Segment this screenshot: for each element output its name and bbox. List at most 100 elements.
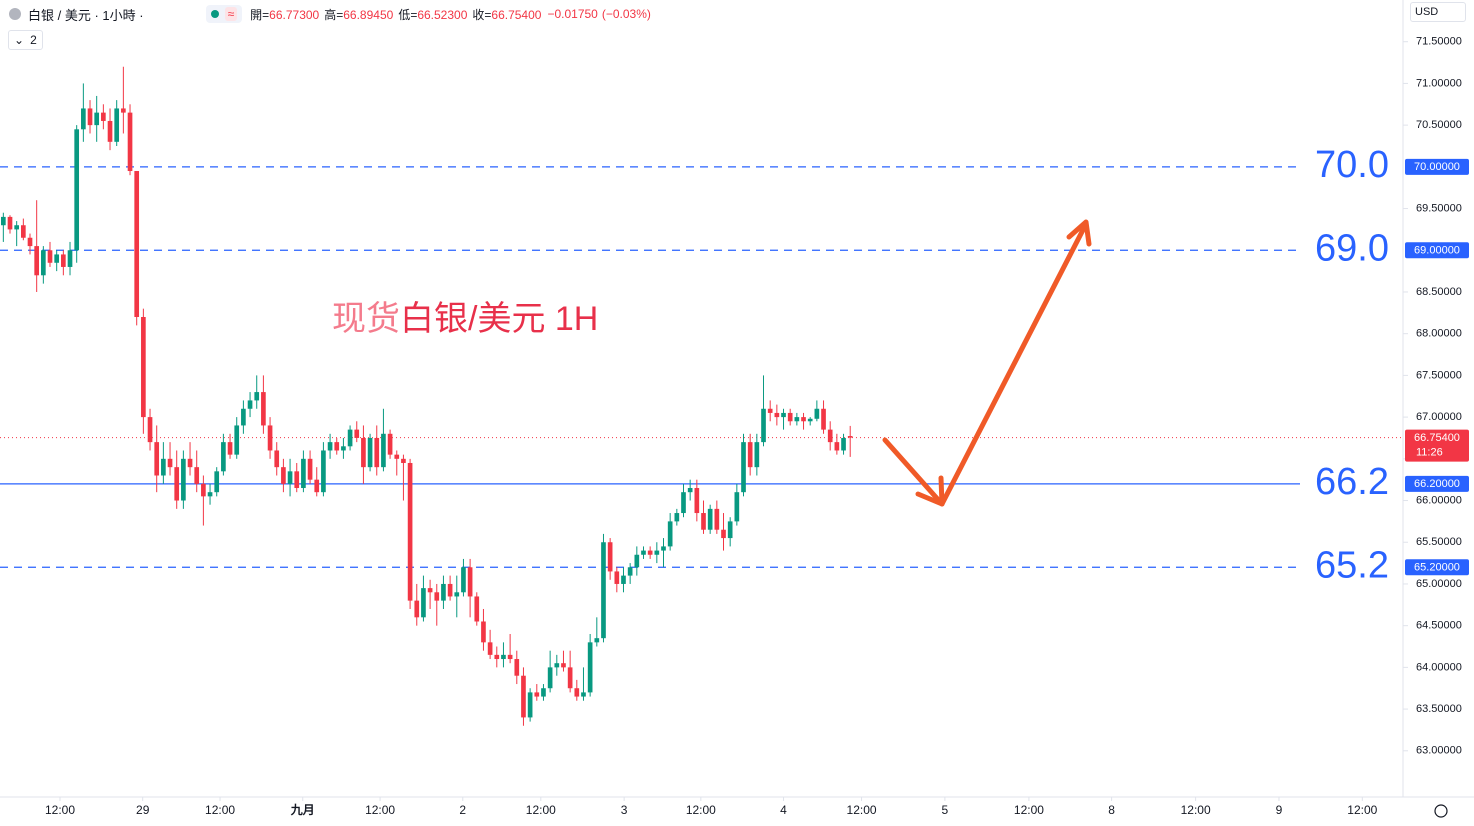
- candle-body: [501, 654, 506, 660]
- candle-body: [847, 436, 853, 438]
- candle-body: [734, 492, 740, 522]
- candle-body: [621, 575, 626, 584]
- levels: 70.0 69.0 66.2 65.2: [0, 144, 1403, 586]
- candle-body: [61, 254, 66, 267]
- candle-body: [261, 392, 266, 426]
- last-price-box: [1405, 429, 1469, 462]
- candle-body: [601, 542, 606, 639]
- candle-body: [181, 458, 186, 501]
- symbol[interactable]: 白银 / 美元 · 1小時 ·: [28, 7, 144, 23]
- candle-body: [247, 400, 253, 409]
- candle-body: [741, 442, 746, 493]
- y-tick-label: 70.50000: [1416, 119, 1462, 131]
- candle-body: [547, 667, 553, 689]
- ohlc-item: 開=66.77300: [250, 6, 319, 23]
- candle-body: [667, 521, 673, 547]
- annotation: 白银/美元 1H: [400, 300, 598, 338]
- candle-body: [747, 442, 753, 468]
- candle-body: [87, 108, 93, 126]
- candle-body: [214, 471, 220, 493]
- candle-body: [34, 246, 40, 276]
- candle-body: [821, 408, 826, 430]
- candle-body: [641, 550, 646, 555]
- y-tick-label: 67.50000: [1416, 369, 1462, 381]
- candle-body: [481, 621, 486, 643]
- arrow-path: [882, 221, 1089, 507]
- currency-select[interactable]: USD: [1410, 2, 1466, 22]
- candle-body: [254, 392, 260, 401]
- candle-body: [761, 408, 766, 443]
- candle-body: [167, 458, 173, 468]
- candle-body: [294, 471, 300, 489]
- arrow-head-down: [915, 475, 945, 507]
- x-tick-label: 9: [1276, 803, 1283, 817]
- indicators-toggle[interactable]: ⌄ 2: [8, 30, 43, 50]
- indicator-count: 2: [30, 33, 37, 47]
- forecast-arrow: [882, 219, 1092, 507]
- x-tick-label: 12:00: [526, 803, 556, 817]
- candle-body: [301, 458, 306, 489]
- ohlc-value: 66.77300: [269, 7, 320, 22]
- candle-body: [134, 171, 140, 318]
- ohlc-value: 66.52300: [417, 7, 468, 22]
- candle-body: [494, 654, 500, 660]
- symbol-icon: [9, 8, 21, 20]
- candle-body: [674, 513, 680, 522]
- level-label: 65.2: [1315, 544, 1389, 586]
- x-tick-label: 3: [621, 803, 628, 817]
- x-tick-label: 12:00: [205, 803, 235, 817]
- candle-body: [541, 688, 546, 697]
- level-label: 69.0: [1315, 227, 1389, 269]
- candle-body: [341, 446, 346, 451]
- candle-body: [207, 492, 213, 497]
- level-axis-box: [1405, 559, 1469, 576]
- candle-body: [514, 659, 520, 676]
- candle-body: [707, 508, 713, 530]
- candle-body: [781, 412, 786, 418]
- settings-icon[interactable]: [1434, 804, 1448, 818]
- candle-body: [787, 412, 793, 422]
- candle-body: [434, 592, 440, 601]
- ohlc-legend: 開=66.77300 高=66.89450 低=66.52300 收=66.75400: [250, 6, 541, 23]
- y-tick-label: 66.00000: [1416, 494, 1462, 506]
- candle-body: [187, 458, 193, 468]
- candle-body: [687, 488, 693, 493]
- candle-body: [401, 458, 406, 463]
- candle-body: [627, 567, 633, 576]
- candle-body: [74, 129, 80, 251]
- x-tick-label: 12:00: [847, 803, 877, 817]
- candle-body: [127, 112, 133, 172]
- candle-body: [114, 108, 120, 142]
- candle-body: [67, 250, 73, 267]
- candle-body: [161, 458, 166, 476]
- level-axis-label: 65.20000: [1414, 562, 1460, 574]
- level-label: 66.2: [1315, 461, 1389, 503]
- candle-body: [387, 433, 393, 455]
- x-tick-label: 12:00: [1181, 803, 1211, 817]
- candle-body: [454, 592, 460, 597]
- data-feed-icon: ≈: [224, 7, 238, 21]
- candle-body: [754, 442, 760, 468]
- header: 白银 / 美元 · 1小時 · ≈ 開=66.77300 高=66.89450 低=…: [8, 4, 651, 24]
- currency: USD: [1415, 6, 1439, 18]
- candle-body: [801, 417, 806, 422]
- candle-body: [774, 412, 780, 418]
- candle-body: [427, 588, 433, 593]
- y-tick-label: 71.50000: [1416, 36, 1462, 48]
- candle-body: [281, 467, 286, 484]
- candle-body: [647, 550, 653, 555]
- y-tick-label: 68.50000: [1416, 286, 1462, 298]
- change-pct: (−0.03%): [601, 7, 651, 21]
- candle-body: [654, 550, 660, 555]
- candles: [1, 66, 853, 726]
- candle-body: [661, 546, 666, 551]
- level-label: 70.0: [1315, 144, 1389, 186]
- candle-body: [201, 483, 206, 497]
- candle-body: [814, 408, 820, 419]
- candle-body: [567, 667, 573, 689]
- candle-body: [407, 462, 413, 601]
- x-tick-label: 12:00: [365, 803, 395, 817]
- candle-body: [527, 692, 533, 718]
- candle-body: [521, 675, 526, 718]
- candle-body: [681, 492, 686, 514]
